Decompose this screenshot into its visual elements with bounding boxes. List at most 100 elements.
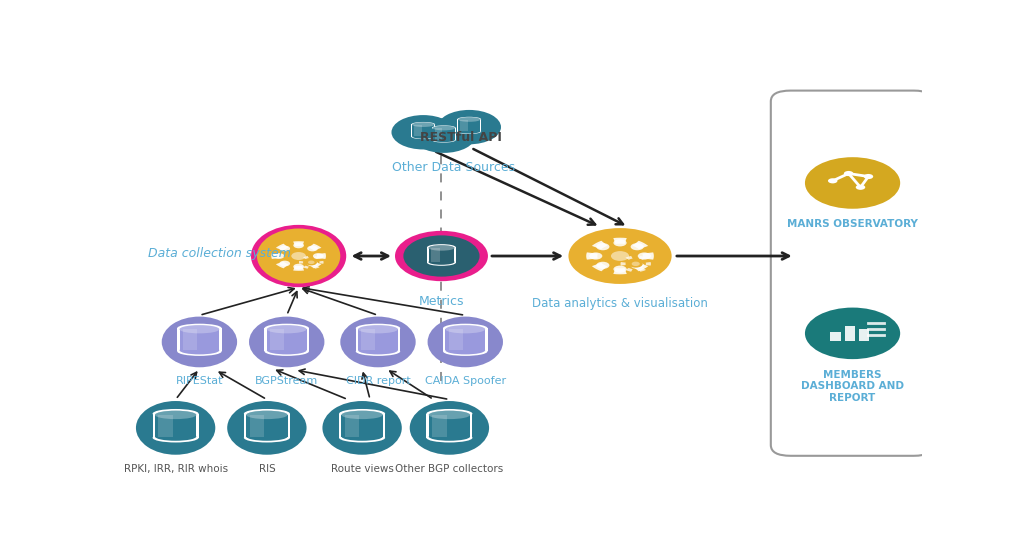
FancyBboxPatch shape [244,413,290,438]
Ellipse shape [153,433,199,442]
Ellipse shape [246,432,288,441]
Polygon shape [646,262,651,266]
Ellipse shape [426,409,472,418]
Ellipse shape [246,411,288,419]
Circle shape [579,234,662,278]
Circle shape [313,253,324,259]
Ellipse shape [136,401,215,455]
Ellipse shape [428,245,455,251]
Ellipse shape [358,325,398,333]
Circle shape [631,243,644,251]
FancyBboxPatch shape [431,248,439,262]
Polygon shape [613,238,627,244]
Ellipse shape [412,134,435,139]
Ellipse shape [267,325,306,333]
Ellipse shape [246,411,288,419]
Polygon shape [633,263,648,271]
Ellipse shape [341,411,383,419]
Circle shape [391,115,455,150]
FancyBboxPatch shape [155,415,197,436]
FancyBboxPatch shape [345,415,359,436]
Ellipse shape [358,325,398,333]
FancyBboxPatch shape [177,328,221,352]
Circle shape [568,228,672,284]
Polygon shape [621,262,626,266]
Polygon shape [633,240,648,249]
Ellipse shape [341,411,383,419]
Circle shape [805,307,900,359]
Circle shape [273,253,285,259]
Circle shape [596,262,609,269]
Circle shape [280,246,290,252]
Ellipse shape [412,134,434,139]
Ellipse shape [433,138,455,142]
Polygon shape [592,240,607,249]
FancyBboxPatch shape [432,415,446,436]
FancyBboxPatch shape [445,329,485,350]
Ellipse shape [443,347,487,356]
Circle shape [293,264,304,270]
Text: Data collection system: Data collection system [147,247,291,261]
Text: RESTful API: RESTful API [421,131,502,145]
FancyBboxPatch shape [434,128,442,140]
Ellipse shape [340,316,416,367]
Polygon shape [303,256,309,259]
Circle shape [613,266,627,273]
Polygon shape [613,268,627,275]
Ellipse shape [264,347,309,356]
Polygon shape [293,266,304,271]
Text: Route views: Route views [331,464,393,474]
FancyBboxPatch shape [159,415,173,436]
FancyBboxPatch shape [429,415,470,436]
Circle shape [632,262,640,266]
FancyBboxPatch shape [358,329,397,350]
Ellipse shape [179,325,219,333]
Circle shape [604,248,636,264]
Circle shape [265,238,332,274]
Bar [859,329,869,341]
Polygon shape [299,261,303,264]
Circle shape [395,231,488,281]
Ellipse shape [249,316,325,367]
Polygon shape [275,262,289,268]
Polygon shape [313,256,319,259]
Ellipse shape [179,346,219,354]
Ellipse shape [410,401,489,455]
Ellipse shape [155,411,197,419]
Ellipse shape [153,409,199,418]
FancyBboxPatch shape [412,124,434,136]
Polygon shape [639,256,646,260]
Bar [830,331,841,341]
Polygon shape [642,252,654,259]
Ellipse shape [432,126,456,130]
Text: RPKI, IRR, RIR whois: RPKI, IRR, RIR whois [124,464,227,474]
Ellipse shape [355,324,400,333]
Ellipse shape [264,324,309,333]
Circle shape [280,261,290,266]
Ellipse shape [458,129,480,133]
Polygon shape [309,262,322,268]
Ellipse shape [458,117,481,122]
FancyBboxPatch shape [460,119,468,131]
FancyBboxPatch shape [458,119,480,131]
FancyBboxPatch shape [412,124,435,137]
Circle shape [293,243,304,248]
FancyBboxPatch shape [341,415,383,436]
Ellipse shape [433,126,455,131]
Text: RIS: RIS [258,464,275,474]
FancyBboxPatch shape [267,329,306,350]
Circle shape [638,252,651,259]
Ellipse shape [427,244,456,250]
Text: Metrics: Metrics [419,295,464,307]
FancyBboxPatch shape [264,328,309,352]
Ellipse shape [267,346,306,354]
Polygon shape [303,266,309,269]
Ellipse shape [432,138,456,143]
Text: MANRS OBSERVATORY: MANRS OBSERVATORY [787,219,918,229]
Bar [845,326,855,341]
FancyBboxPatch shape [426,413,472,438]
Ellipse shape [162,316,238,367]
Ellipse shape [458,129,481,134]
Circle shape [611,251,629,261]
Circle shape [286,249,311,263]
